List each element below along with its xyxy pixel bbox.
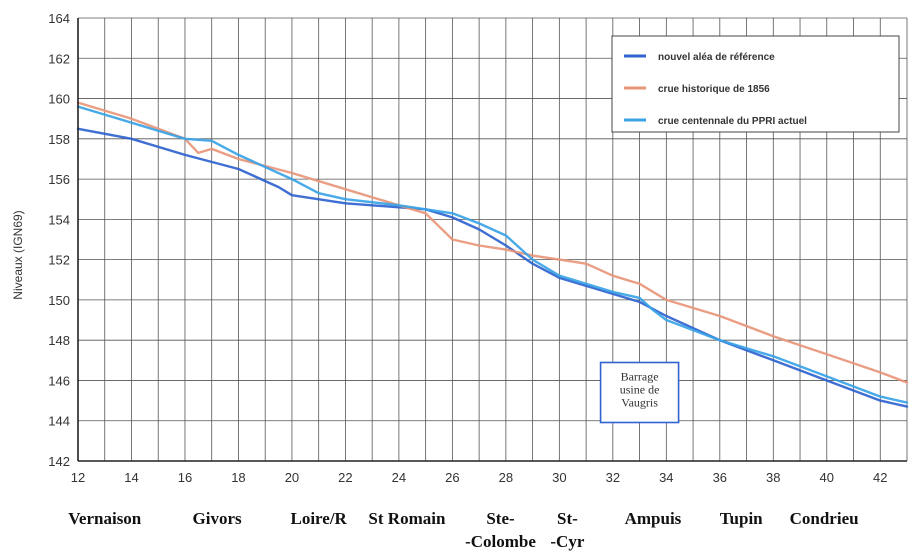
series-line — [76, 101, 909, 384]
place-label: Ste- — [486, 509, 515, 528]
y-tick-label: 142 — [48, 454, 70, 469]
legend-entry: crue historique de 1856 — [658, 84, 770, 95]
y-tick-label: 164 — [48, 11, 70, 26]
x-tick-label: 32 — [606, 470, 620, 485]
y-axis-label: Niveaux (IGN69) — [11, 210, 25, 299]
y-tick-label: 144 — [48, 414, 70, 429]
x-tick-label: 22 — [338, 470, 352, 485]
x-tick-label: 34 — [659, 470, 673, 485]
x-tick-label: 24 — [392, 470, 406, 485]
x-tick-label: 30 — [552, 470, 566, 485]
y-tick-label: 146 — [48, 373, 70, 388]
y-tick-label: 154 — [48, 212, 70, 227]
places-layer: Vernaison Givors Loire/R St Romain Ste- -Colo… — [68, 509, 858, 551]
place-label: St Romain — [368, 509, 446, 528]
place-label: Loire/R — [290, 509, 347, 528]
place-label: -Colombe — [465, 532, 536, 551]
place-label: Condrieu — [790, 509, 859, 528]
annotation-text: Barrage — [621, 369, 659, 383]
x-tick-label: 36 — [713, 470, 727, 485]
legend-entry: nouvel aléa de référence — [658, 52, 775, 63]
y-tick-label: 162 — [48, 51, 70, 66]
x-tick-label: 42 — [873, 470, 887, 485]
x-tick-label: 18 — [231, 470, 245, 485]
place-label: -Cyr — [550, 532, 584, 551]
place-label: Givors — [193, 509, 242, 528]
series-line — [76, 105, 909, 404]
annotation-text: Vaugris — [621, 395, 658, 409]
x-tick-label: 16 — [178, 470, 192, 485]
axis-layer: 12 14 16 18 20 22 24 26 28 30 32 34 36 38 40 42 142 144 14… — [48, 11, 907, 485]
annotation-text: usine de — [620, 382, 660, 396]
y-tick-label: 150 — [48, 293, 70, 308]
y-tick-label: 152 — [48, 253, 70, 268]
y-tick-label: 156 — [48, 172, 70, 187]
place-label: Vernaison — [68, 509, 142, 528]
legend-box — [611, 35, 900, 133]
legend: nouvel aléa de référence crue historique … — [611, 35, 900, 133]
x-tick-label: 40 — [820, 470, 834, 485]
y-tick-label: 160 — [48, 92, 70, 107]
y-tick-label: 148 — [48, 333, 70, 348]
x-tick-label: 26 — [445, 470, 459, 485]
x-tick-label: 28 — [499, 470, 513, 485]
series-line — [76, 127, 909, 408]
x-tick-label: 38 — [766, 470, 780, 485]
annotation-box — [599, 361, 680, 424]
place-label: Ampuis — [625, 509, 682, 528]
place-label: Tupin — [720, 509, 763, 528]
x-tick-label: 12 — [71, 470, 85, 485]
series-layer — [76, 101, 909, 408]
x-tick-label: 14 — [124, 470, 138, 485]
y-tick-label: 158 — [48, 132, 70, 147]
x-tick-label: 20 — [285, 470, 299, 485]
place-label: St- — [557, 509, 578, 528]
legend-entry: crue centennale du PPRI actuel — [658, 116, 807, 127]
